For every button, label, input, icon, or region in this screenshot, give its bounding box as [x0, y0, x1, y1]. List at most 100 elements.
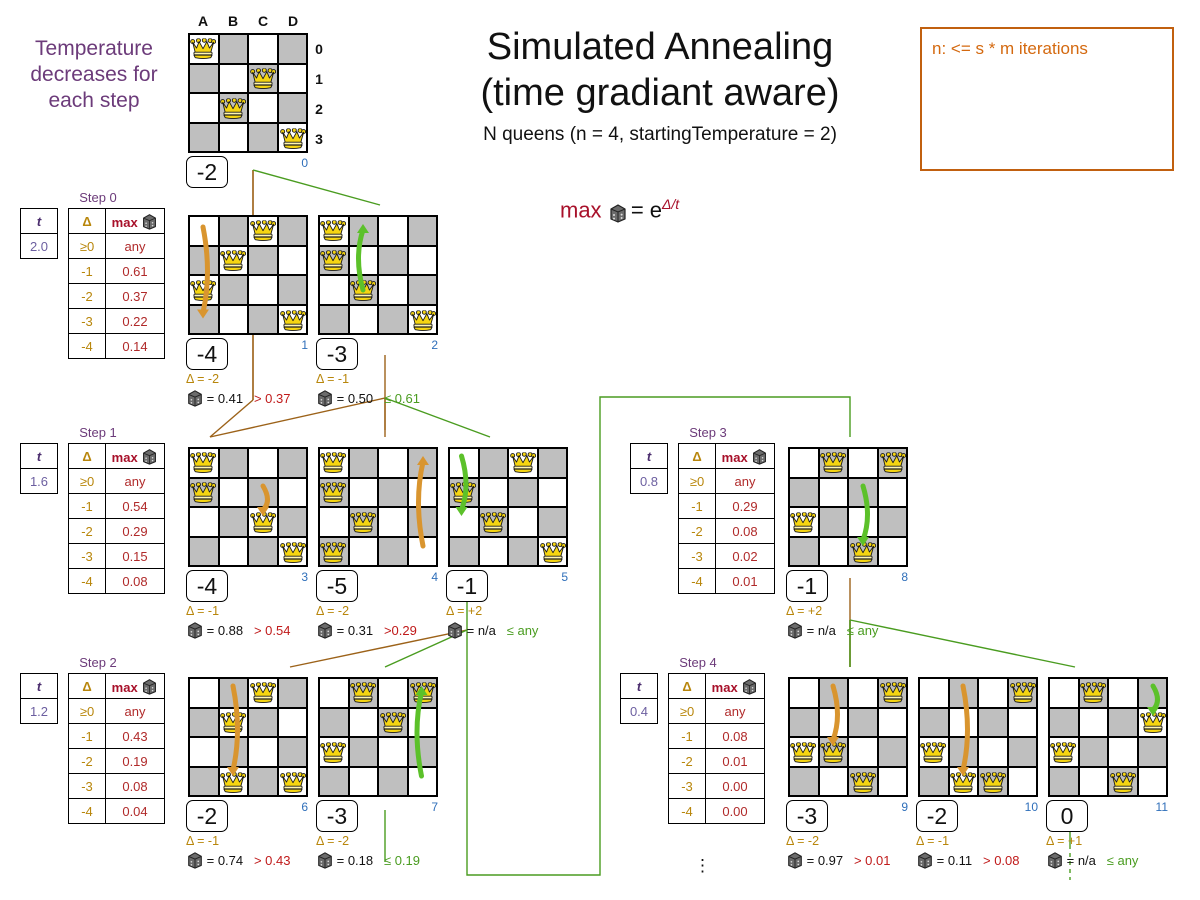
board-cell[interactable] — [478, 536, 508, 566]
board-cell[interactable] — [378, 536, 408, 566]
board-cell[interactable] — [378, 507, 408, 537]
board-cell[interactable] — [348, 448, 378, 478]
board-cell[interactable] — [277, 34, 307, 64]
board-cell[interactable] — [248, 766, 278, 796]
board-cell[interactable] — [378, 304, 408, 334]
board-cell[interactable] — [277, 245, 307, 275]
board-cell[interactable] — [1108, 678, 1138, 708]
board-cell[interactable] — [1049, 766, 1079, 796]
board-cell[interactable] — [248, 304, 278, 334]
board-cell[interactable] — [189, 507, 219, 537]
board-cell[interactable] — [218, 448, 248, 478]
board-cell[interactable] — [189, 63, 219, 93]
board-cell[interactable] — [348, 477, 378, 507]
board-cell[interactable] — [1137, 766, 1167, 796]
board-cell[interactable] — [1137, 737, 1167, 767]
board-cell[interactable] — [218, 536, 248, 566]
board-cell[interactable] — [537, 507, 567, 537]
board-cell[interactable] — [1078, 707, 1108, 737]
board-cell[interactable] — [1007, 766, 1037, 796]
board-cell[interactable] — [378, 216, 408, 246]
board-cell[interactable] — [378, 275, 408, 305]
board-cell[interactable] — [218, 34, 248, 64]
board-cell[interactable] — [218, 63, 248, 93]
board-cell[interactable] — [378, 477, 408, 507]
board-cell[interactable] — [407, 707, 437, 737]
chess-board-0[interactable]: A B C D 0 1 2 3 -2 0 — [186, 13, 323, 188]
board-cell[interactable] — [1007, 737, 1037, 767]
board-cell[interactable] — [537, 448, 567, 478]
board-cell[interactable] — [789, 766, 819, 796]
board-cell[interactable] — [348, 304, 378, 334]
board-cell[interactable] — [848, 448, 878, 478]
board-cell[interactable] — [978, 707, 1008, 737]
board-cell[interactable] — [277, 216, 307, 246]
board-cell[interactable] — [277, 448, 307, 478]
board-cell[interactable] — [189, 678, 219, 708]
board-cell[interactable] — [407, 737, 437, 767]
board-cell[interactable] — [508, 477, 538, 507]
board-cell[interactable] — [319, 707, 349, 737]
chess-board-10[interactable]: -2 10 Δ = -1 = 0.11 > 0.08 — [916, 677, 1038, 869]
board-cell[interactable] — [407, 275, 437, 305]
board-cell[interactable] — [1049, 678, 1079, 708]
chess-board-3[interactable]: -4 3 Δ = -1 = 0.88 > 0.54 — [186, 447, 308, 639]
board-cell[interactable] — [218, 507, 248, 537]
board-cell[interactable] — [1007, 707, 1037, 737]
chess-board-4[interactable]: -5 4 Δ = -2 = 0.31 >0.29 — [316, 447, 438, 639]
board-cell[interactable] — [378, 766, 408, 796]
board-cell[interactable] — [407, 245, 437, 275]
board-cell[interactable] — [277, 507, 307, 537]
board-cell[interactable] — [218, 216, 248, 246]
board-cell[interactable] — [948, 707, 978, 737]
board-cell[interactable] — [348, 216, 378, 246]
chess-board-9[interactable]: -3 9 Δ = -2 = 0.97 > 0.01 — [786, 677, 908, 869]
chess-board-6[interactable]: -2 6 Δ = -1 = 0.74 > 0.43 — [186, 677, 308, 869]
chess-board-2[interactable]: -3 2 Δ = -1 = 0.50 ≤ 0.61 — [316, 215, 438, 407]
board-cell[interactable] — [189, 536, 219, 566]
board-cell[interactable] — [348, 536, 378, 566]
board-cell[interactable] — [449, 536, 479, 566]
board-cell[interactable] — [348, 245, 378, 275]
board-cell[interactable] — [818, 678, 848, 708]
board-cell[interactable] — [919, 678, 949, 708]
board-cell[interactable] — [319, 678, 349, 708]
board-cell[interactable] — [789, 707, 819, 737]
board-cell[interactable] — [277, 678, 307, 708]
board-cell[interactable] — [277, 93, 307, 123]
board-cell[interactable] — [1108, 707, 1138, 737]
board-cell[interactable] — [378, 737, 408, 767]
board-cell[interactable] — [218, 122, 248, 152]
board-cell[interactable] — [189, 122, 219, 152]
board-cell[interactable] — [248, 245, 278, 275]
board-cell[interactable] — [348, 766, 378, 796]
board-cell[interactable] — [248, 34, 278, 64]
board-cell[interactable] — [877, 507, 907, 537]
board-cell[interactable] — [407, 216, 437, 246]
board-cell[interactable] — [508, 507, 538, 537]
board-cell[interactable] — [1078, 737, 1108, 767]
board-cell[interactable] — [877, 707, 907, 737]
board-cell[interactable] — [248, 448, 278, 478]
board-cell[interactable] — [789, 477, 819, 507]
board-cell[interactable] — [478, 477, 508, 507]
board-cell[interactable] — [818, 507, 848, 537]
board-cell[interactable] — [877, 737, 907, 767]
board-cell[interactable] — [248, 275, 278, 305]
chess-board-1[interactable]: -4 1 Δ = -2 = 0.41 > 0.37 — [186, 215, 308, 407]
board-cell[interactable] — [877, 536, 907, 566]
board-cell[interactable] — [537, 477, 567, 507]
board-cell[interactable] — [508, 536, 538, 566]
board-cell[interactable] — [218, 304, 248, 334]
board-cell[interactable] — [348, 707, 378, 737]
board-cell[interactable] — [248, 737, 278, 767]
board-cell[interactable] — [189, 707, 219, 737]
board-cell[interactable] — [1108, 737, 1138, 767]
board-cell[interactable] — [189, 93, 219, 123]
board-cell[interactable] — [789, 678, 819, 708]
board-cell[interactable] — [189, 766, 219, 796]
board-cell[interactable] — [378, 245, 408, 275]
board-cell[interactable] — [478, 448, 508, 478]
board-cell[interactable] — [319, 304, 349, 334]
board-cell[interactable] — [248, 93, 278, 123]
